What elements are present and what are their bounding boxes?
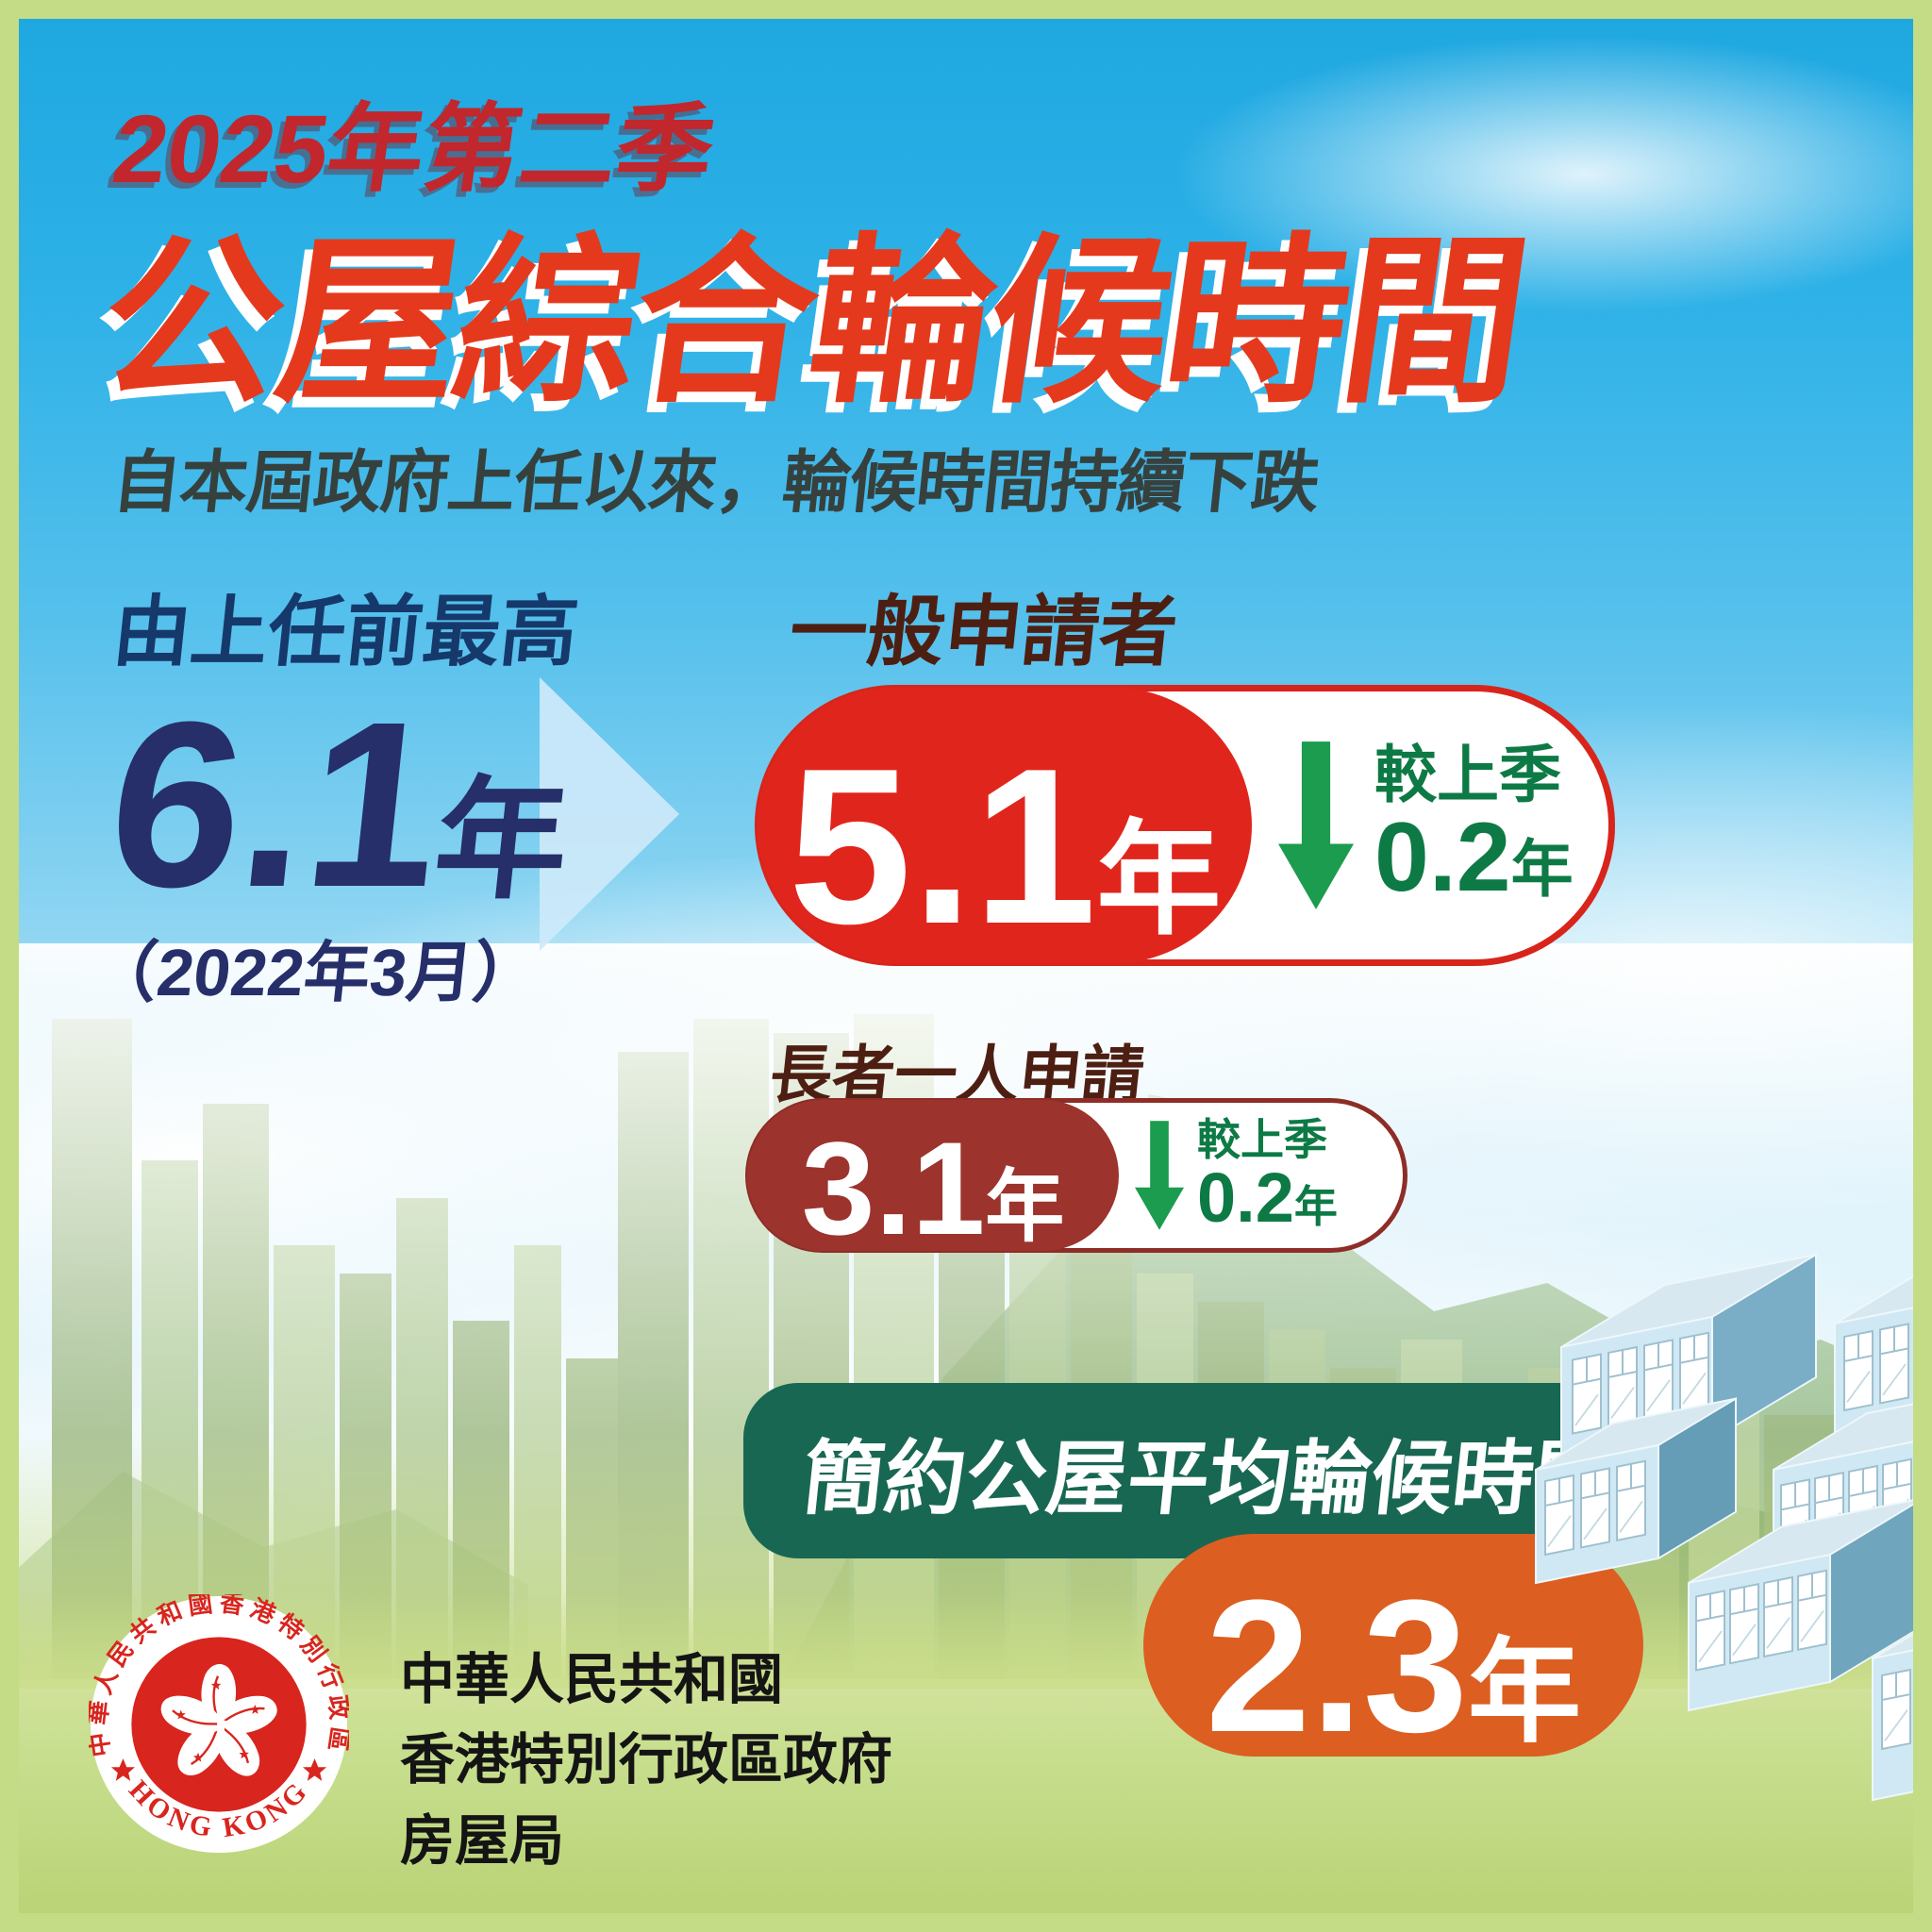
general-applicants-label: 一般申請者 [785,590,1182,675]
change-label: 較上季 [1197,1114,1327,1164]
right-arrow-icon [540,677,679,951]
peak-value: 6.1年 [98,673,584,936]
change-value: 0.2 [1197,1158,1294,1237]
peak-value-number: 6.1 [97,673,454,936]
org-line-3: 房屋局 [400,1809,565,1872]
peak-label: 由上任前最高 [108,590,583,675]
org-line-1: 中華人民共和國 [400,1649,784,1710]
light-public-housing-pill: 2.3年 [1143,1534,1643,1772]
general-change-text: 較上季 0.2年 [1374,740,1574,907]
general-applicants-pill: 5.1年 較上季 0.2年 [755,685,1615,970]
org-line-2: 香港特別行政區政府 [400,1729,893,1791]
elderly-value-number: 3.1 [801,1114,986,1262]
subtitle: 自本屆政府上任以來，輪候時間持續下跌 [108,445,1323,521]
change-unit: 年 [1293,1181,1338,1231]
change-value: 0.2 [1374,802,1511,912]
lph-value-unit: 年 [1468,1629,1582,1756]
general-value-number: 5.1 [788,722,1097,970]
down-arrow-icon [1135,1121,1184,1230]
change-unit: 年 [1510,833,1574,904]
peak-value-unit: 年 [427,766,576,914]
general-value-unit: 年 [1096,810,1222,949]
elderly-change: 較上季 0.2年 [1135,1103,1338,1248]
change-label: 較上季 [1374,740,1561,810]
light-public-housing-banner: 簡約公屋平均輪候時間 [743,1383,1630,1558]
elderly-applicants-pill: 3.1年 較上季 0.2年 [745,1098,1407,1262]
main-title: 公屋綜合輪候時間 [89,221,1537,424]
elderly-value-badge: 3.1年 [747,1100,1119,1262]
bauhinia-flower [160,1663,277,1776]
peak-date-note: （2022年3月） [87,936,543,1009]
elderly-value-unit: 年 [985,1162,1065,1251]
organisation-name: 中華人民共和國 香港特別行政區政府 房屋局 [400,1640,892,1881]
modular-houses-illustration [1535,1246,1932,1802]
general-change: 較上季 0.2年 [1278,691,1574,959]
elderly-change-text: 較上季 0.2年 [1197,1114,1338,1233]
lph-value-number: 2.3 [1205,1561,1469,1772]
down-arrow-icon [1278,741,1354,909]
general-value-badge: 5.1年 [758,688,1252,970]
